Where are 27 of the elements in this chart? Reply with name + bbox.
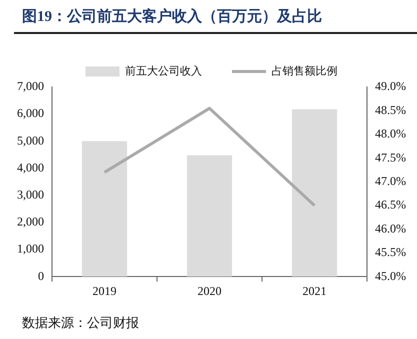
y2-tick-label: 45.0% [375, 268, 406, 283]
y-tick-label: 4,000 [17, 160, 44, 174]
y2-tick-label: 45.5% [375, 245, 406, 260]
y-tick-label: 5,000 [17, 133, 44, 148]
y-tick-label: 6,000 [17, 106, 44, 120]
y-tick-label: 1,000 [17, 242, 44, 256]
y-tick-label: 2,000 [17, 214, 44, 229]
y-tick-label: 3,000 [17, 188, 44, 202]
source-note: 数据来源：公司财报 [22, 314, 139, 332]
bar [82, 141, 128, 277]
y2-tick-label: 48.0% [375, 126, 406, 141]
chart-title: 图19：公司前五大客户收入（百万元）及占比 [22, 7, 322, 26]
y2-tick-label: 48.5% [375, 102, 406, 117]
y2-tick-label: 47.5% [375, 150, 406, 164]
x-tick-label: 2020 [198, 284, 222, 298]
bar [292, 109, 338, 277]
x-tick-label: 2019 [92, 284, 116, 298]
y2-tick-label: 49.0% [375, 79, 406, 94]
y2-tick-label: 46.0% [375, 221, 406, 236]
legend-label: 前五大公司收入 [125, 64, 202, 78]
y-tick-label: 0 [38, 268, 44, 283]
bar [186, 155, 232, 277]
y2-tick-label: 46.5% [375, 198, 406, 212]
legend-label: 占销售额比例 [272, 64, 338, 78]
y2-tick-label: 47.0% [375, 174, 406, 188]
x-tick-label: 2021 [302, 284, 327, 298]
y-tick-label: 7,000 [17, 79, 44, 94]
